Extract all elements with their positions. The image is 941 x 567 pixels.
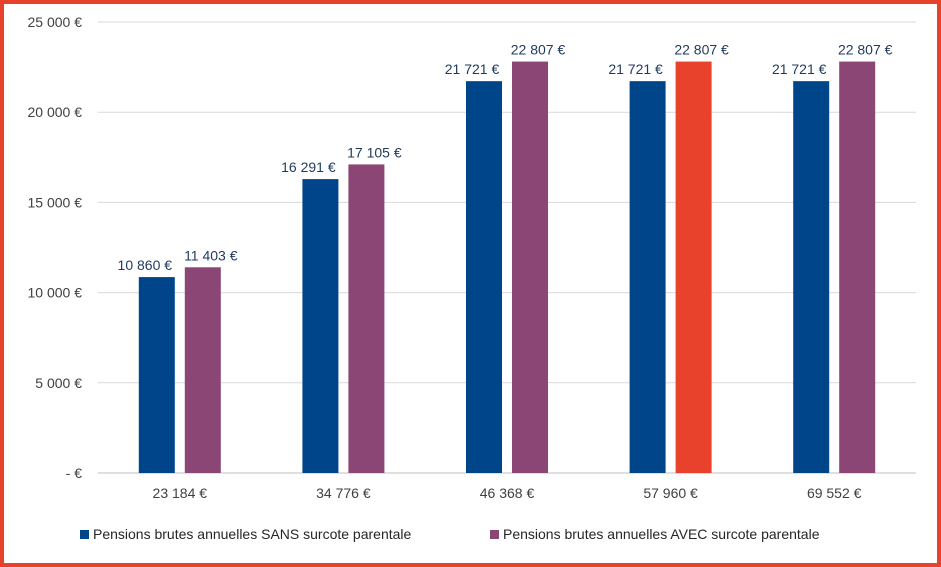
y-axis-ticks: - € 5 000 € 10 000 € 15 000 € 20 000 € 25 000… xyxy=(28,14,83,481)
data-labels-layer: 10 860 € 11 403 € 16 291 € 17 105 € 21 721 €… xyxy=(118,42,893,274)
bar-avec-3 xyxy=(675,61,712,474)
legend-item: Pensions brutes annuelles AVEC surcote p… xyxy=(490,526,820,542)
grid-layer xyxy=(98,21,916,474)
data-label: 22 807 € xyxy=(838,42,893,58)
x-tick-label: 23 184 € xyxy=(153,485,208,501)
data-label: 21 721 € xyxy=(772,61,827,77)
bars-layer xyxy=(138,61,876,474)
data-label: 22 807 € xyxy=(674,42,729,58)
x-tick-label: 69 552 € xyxy=(807,485,862,501)
legend-label: Pensions brutes annuelles SANS surcote p… xyxy=(93,526,412,542)
bar-avec-4 xyxy=(839,61,876,474)
bar-sans-3 xyxy=(629,81,666,473)
x-tick-label: 34 776 € xyxy=(316,485,371,501)
bar-sans-0 xyxy=(138,277,175,473)
y-tick-label: - € xyxy=(66,465,83,481)
bar-avec-2 xyxy=(512,61,548,474)
bar-avec-1 xyxy=(348,164,385,474)
y-tick-label: 5 000 € xyxy=(35,375,82,391)
legend: Pensions brutes annuelles SANS surcote p… xyxy=(80,526,820,542)
bar-sans-1 xyxy=(302,179,339,474)
data-label: 22 807 € xyxy=(511,42,566,58)
data-label: 16 291 € xyxy=(281,159,336,175)
legend-item: Pensions brutes annuelles SANS surcote p… xyxy=(80,526,412,542)
x-axis-ticks: 23 184 € 34 776 € 46 368 € 57 960 € 69 552 € xyxy=(153,485,862,501)
x-tick-label: 57 960 € xyxy=(643,485,698,501)
data-label: 21 721 € xyxy=(608,61,663,77)
data-label: 11 403 € xyxy=(184,247,238,263)
data-label: 21 721 € xyxy=(445,61,500,77)
legend-swatch xyxy=(80,530,89,539)
y-tick-label: 10 000 € xyxy=(28,285,83,301)
x-tick-label: 46 368 € xyxy=(480,485,535,501)
data-label: 10 860 € xyxy=(118,257,173,273)
bar-sans-4 xyxy=(793,81,830,473)
bar-sans-2 xyxy=(466,81,502,473)
y-tick-label: 15 000 € xyxy=(28,194,83,210)
y-tick-label: 25 000 € xyxy=(28,14,83,30)
bar-avec-0 xyxy=(184,267,221,473)
legend-label: Pensions brutes annuelles AVEC surcote p… xyxy=(503,526,820,542)
y-tick-label: 20 000 € xyxy=(28,104,83,120)
legend-swatch xyxy=(490,530,499,539)
data-label: 17 105 € xyxy=(347,144,402,160)
